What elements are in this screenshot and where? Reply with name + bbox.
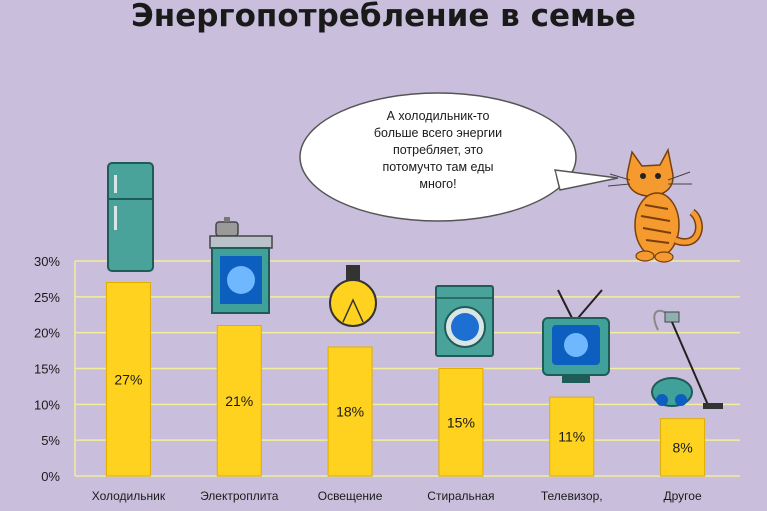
bubble-line: потребляет, это [392,143,484,157]
bar [660,418,706,477]
bar [327,346,373,477]
y-tick-label: 30% [34,254,60,269]
washing-machine-icon [435,285,494,357]
y-tick-label: 20% [34,326,60,341]
category-label: Освещение [318,489,383,503]
y-tick-label: 10% [34,397,60,412]
chart-title: Энергопотребление в семье [131,0,636,34]
category-label: Стиральная [427,489,494,503]
bar-value-label: 18% [336,404,364,420]
tv-icon [542,289,610,383]
speech-bubble-text: А холодильник-то больше всего энергии по… [338,108,538,193]
stove-icon [209,217,273,314]
grid-layer [74,260,740,477]
bubble-line: больше всего энергии [373,126,503,140]
y-tick-label: 25% [34,290,60,305]
y-tick-label: 5% [41,433,60,448]
refrigerator-icon [107,162,154,272]
category-label: Другое [664,489,702,503]
bar [438,368,484,477]
bar-layer: 27% 21% 18% 15% 11% 8% [105,282,706,477]
vacuum-cleaner-icon [651,309,723,409]
category-labels: Холодильник Электроплита Освещение Стиральн… [92,489,702,503]
speech-bubble [299,92,619,222]
tick-layer: 0% 5% 10% 15% 20% 25% 30% [34,254,60,484]
bubble-line: много! [419,177,457,191]
category-label: Телевизор, [541,489,603,503]
bar-value-label: 21% [225,393,253,409]
cat-icon [607,147,703,263]
category-label: Электроплита [200,489,279,503]
y-tick-label: 15% [34,362,60,377]
bar [105,282,151,477]
bar-value-label: 8% [672,439,692,455]
bubble-line: потомучто там еды [382,160,494,174]
category-label: Холодильник [92,489,166,503]
y-tick-label: 0% [41,469,60,484]
bar [216,325,262,477]
bar [549,396,595,477]
bar-value-label: 27% [114,371,142,387]
bar-value-label: 11% [558,429,585,445]
bubble-line: А холодильник-то [386,109,490,123]
light-bulb-icon [329,265,377,327]
bar-value-label: 15% [447,414,475,430]
